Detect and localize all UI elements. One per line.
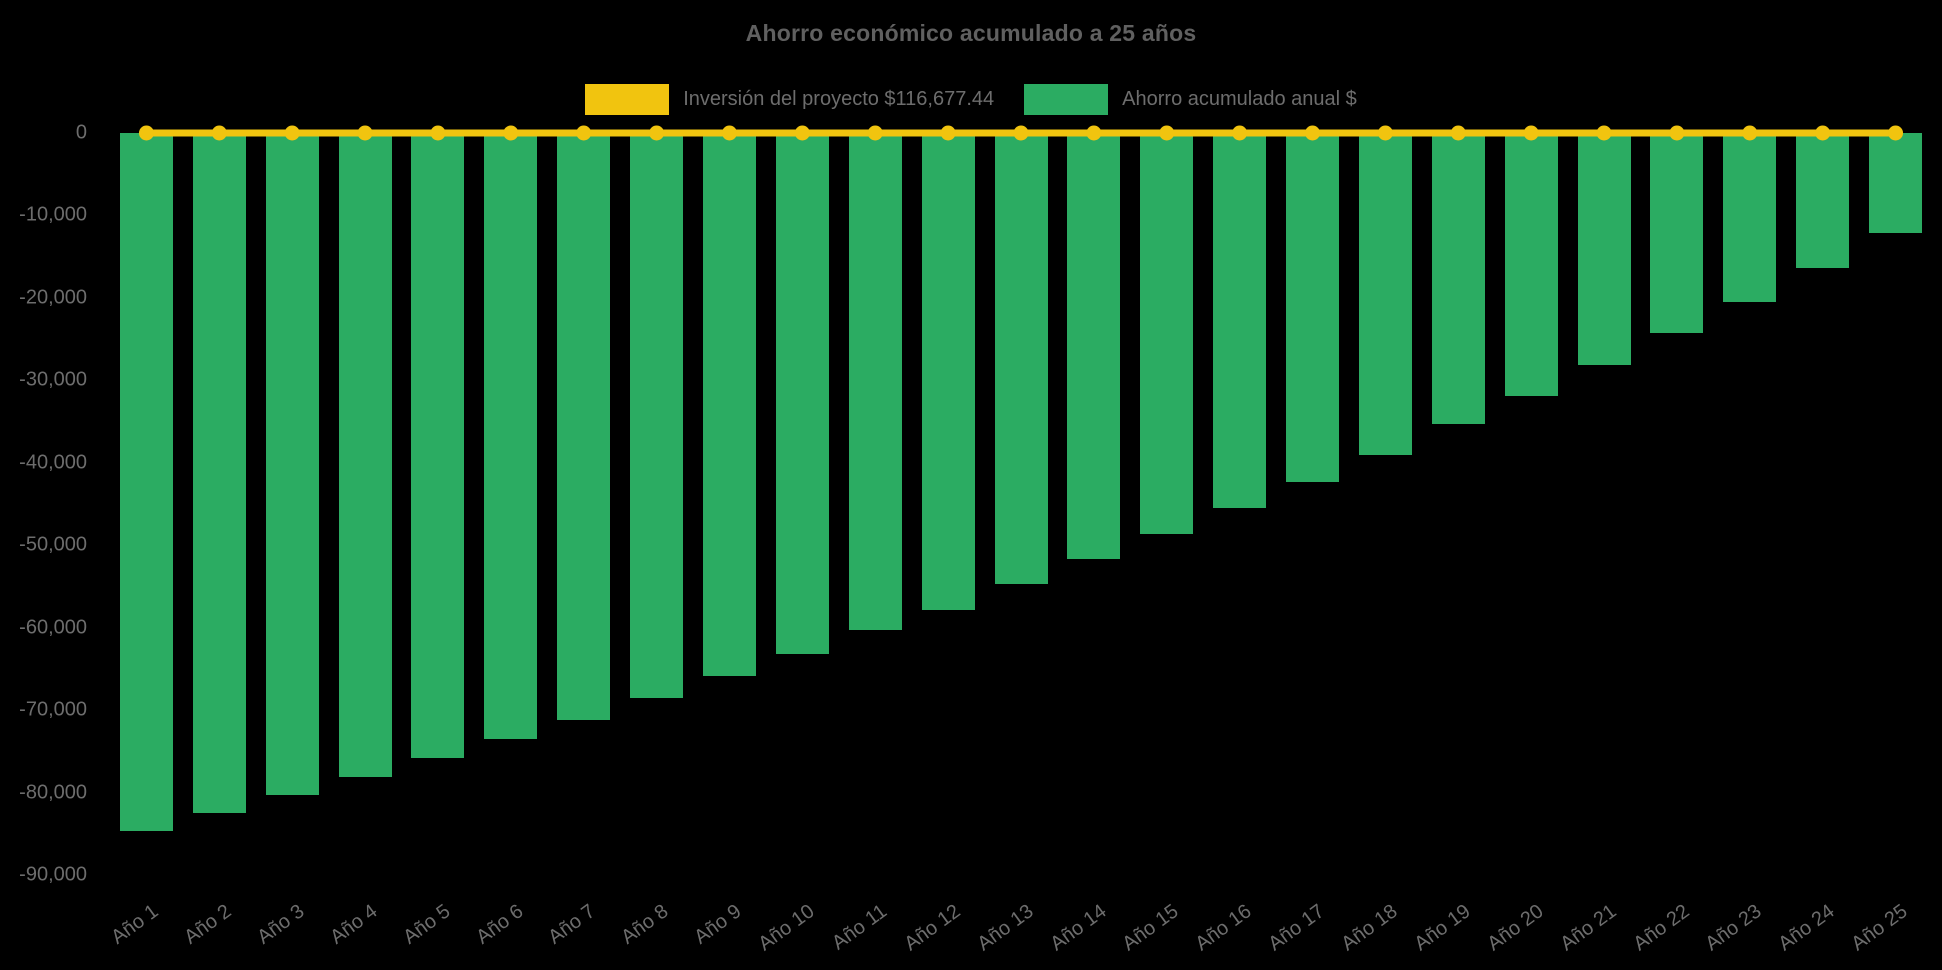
x-tick-label: Año 13 [972, 900, 1038, 956]
bar-año-22[interactable] [1650, 133, 1704, 334]
x-tick-label: Año 1 [107, 900, 163, 949]
bar-año-14[interactable] [1067, 133, 1121, 560]
y-tick-label: -90,000 [19, 863, 87, 886]
y-tick-label: -20,000 [19, 286, 87, 309]
chart-title: Ahorro económico acumulado a 25 años [745, 20, 1197, 46]
x-tick-label: Año 21 [1556, 900, 1621, 956]
bar-año-20[interactable] [1504, 133, 1558, 396]
x-tick-label: Año 19 [1410, 900, 1475, 956]
y-tick-label: -50,000 [19, 533, 87, 556]
x-tick-label: Año 23 [1701, 900, 1766, 956]
legend-label-savings: Ahorro acumulado anual $ [1122, 88, 1357, 110]
bar-año-5[interactable] [411, 133, 465, 758]
legend-swatch-savings-icon [1024, 84, 1109, 115]
legend: Inversión del proyecto $116,677.44 Ahorr… [0, 84, 1942, 115]
bar-año-21[interactable] [1577, 133, 1631, 366]
bar-año-23[interactable] [1723, 133, 1777, 302]
x-tick-label: Año 14 [1045, 900, 1111, 956]
y-tick-label: -40,000 [19, 451, 87, 474]
x-tick-label: Año 17 [1264, 900, 1329, 956]
bar-año-11[interactable] [848, 133, 902, 631]
bar-año-1[interactable] [119, 133, 173, 832]
bar-año-4[interactable] [338, 133, 392, 777]
bar-año-8[interactable] [630, 133, 684, 698]
x-tick-label: Año 7 [544, 900, 600, 949]
legend-item-investment[interactable]: Inversión del proyecto $116,677.44 [585, 84, 994, 115]
x-tick-label: Año 6 [471, 900, 528, 949]
legend-swatch-investment-icon [585, 84, 670, 115]
x-tick-label: Año 16 [1191, 900, 1256, 956]
x-tick-label: Año 5 [398, 900, 455, 949]
bar-año-17[interactable] [1286, 133, 1340, 482]
x-tick-label: Año 22 [1628, 900, 1694, 956]
legend-label-investment: Inversión del proyecto $116,677.44 [683, 88, 995, 110]
bar-año-6[interactable] [484, 133, 538, 739]
x-tick-label: Año 25 [1847, 900, 1912, 956]
bar-año-3[interactable] [265, 133, 319, 795]
bar-año-24[interactable] [1796, 133, 1850, 269]
legend-item-savings[interactable]: Ahorro acumulado anual $ [1024, 84, 1357, 115]
y-tick-label: -80,000 [19, 781, 87, 804]
bar-año-2[interactable] [192, 133, 246, 814]
bar-año-19[interactable] [1431, 133, 1485, 424]
x-tick-label: Año 15 [1118, 900, 1183, 956]
bar-año-10[interactable] [775, 133, 829, 655]
x-tick-label: Año 10 [754, 900, 819, 956]
bar-año-16[interactable] [1213, 133, 1267, 509]
x-tick-label: Año 4 [326, 900, 382, 949]
x-tick-label: Año 8 [617, 900, 673, 949]
y-tick-label: -10,000 [19, 203, 87, 226]
x-tick-label: Año 24 [1774, 900, 1839, 956]
bar-año-25[interactable] [1869, 133, 1923, 233]
x-tick-label: Año 12 [900, 900, 965, 956]
x-tick-label: Año 18 [1337, 900, 1402, 956]
bar-año-12[interactable] [921, 133, 975, 610]
y-tick-label: -70,000 [19, 698, 87, 721]
x-tick-label: Año 20 [1483, 900, 1548, 956]
x-tick-label: Año 2 [180, 900, 236, 949]
bar-año-13[interactable] [994, 133, 1048, 584]
y-tick-label: -30,000 [19, 368, 87, 391]
bar-año-7[interactable] [557, 133, 611, 720]
x-tick-label: Año 3 [253, 900, 309, 949]
bar-año-9[interactable] [702, 133, 756, 677]
x-tick-label: Año 11 [828, 900, 892, 955]
y-tick-label: 0 [75, 121, 87, 144]
bar-año-18[interactable] [1358, 133, 1412, 455]
y-tick-label: -60,000 [19, 616, 87, 639]
bar-año-15[interactable] [1140, 133, 1194, 535]
x-tick-label: Año 9 [690, 900, 746, 949]
